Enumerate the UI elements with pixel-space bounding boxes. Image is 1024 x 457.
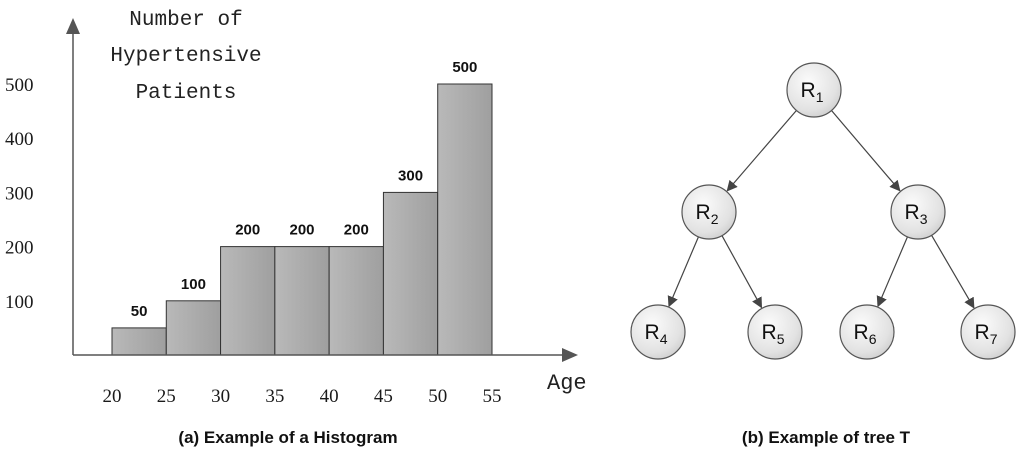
- tree-node-label: R3: [905, 201, 928, 227]
- tree-edge-arrow: [726, 110, 797, 192]
- y-tick-label: 200: [5, 238, 34, 259]
- tree-node-circle: [890, 184, 946, 240]
- tree-node: R2: [681, 184, 737, 240]
- x-axis-title: Age: [547, 371, 587, 396]
- tree-node-circle: [786, 62, 842, 118]
- bar-value-label: 500: [452, 59, 477, 76]
- tree-node-label: R2: [696, 201, 719, 227]
- tree-node: R7: [960, 304, 1016, 360]
- tree-edge-arrow: [667, 236, 699, 308]
- x-tick-label: 20: [103, 386, 122, 407]
- tree-edge-arrow: [876, 236, 908, 308]
- tree-node-circle: [960, 304, 1016, 360]
- tree-node-circle: [839, 304, 895, 360]
- x-tick-labels: 20 25 30 35 40 45 50 55: [103, 386, 502, 407]
- x-tick-label: 50: [428, 386, 447, 407]
- tree-node: R1: [786, 62, 842, 118]
- tree-node-label: R4: [645, 321, 668, 347]
- y-axis-title-line-3: Patients: [136, 82, 237, 105]
- x-tick-label: 25: [157, 386, 176, 407]
- histogram-bar: [382, 191, 439, 356]
- histogram-bar: [274, 246, 330, 356]
- y-tick-label: 100: [5, 292, 34, 313]
- x-axis-arrow-icon: [562, 348, 578, 362]
- tree-diagram: R1 R2 R3 R4 R5 R6 R7 (b) Example of tree T: [630, 62, 1016, 447]
- bar-value-labels: 50 100 200 200 200 300 500: [131, 59, 478, 320]
- x-tick-label: 45: [374, 386, 393, 407]
- histogram-bar: [437, 83, 493, 356]
- y-axis-title-line-2: Hypertensive: [110, 45, 261, 68]
- histogram-caption: (a) Example of a Histogram: [178, 428, 397, 447]
- bar-value-label: 200: [344, 222, 369, 239]
- tree-node-label: R6: [854, 321, 877, 347]
- tree-node: R4: [630, 304, 686, 360]
- tree-caption: (b) Example of tree T: [742, 428, 911, 447]
- bar-value-label: 100: [181, 276, 206, 293]
- histogram-bar: [328, 246, 384, 356]
- tree-node-circle: [747, 304, 803, 360]
- bar-value-label: 300: [398, 167, 423, 184]
- y-tick-label: 500: [5, 75, 34, 96]
- tree-edges: [667, 110, 975, 309]
- histogram-bar: [165, 300, 222, 356]
- x-tick-label: 40: [320, 386, 339, 407]
- x-tick-label: 55: [483, 386, 502, 407]
- y-tick-label: 400: [5, 129, 34, 150]
- bar-value-label: 200: [289, 222, 314, 239]
- histogram-bar: [111, 327, 167, 356]
- x-tick-label: 30: [211, 386, 230, 407]
- y-tick-labels: 100 200 300 400 500: [5, 75, 34, 313]
- tree-node: R6: [839, 304, 895, 360]
- bar-value-label: 200: [235, 222, 260, 239]
- tree-node-circle: [630, 304, 686, 360]
- tree-node-label: R1: [801, 79, 824, 105]
- tree-nodes: R1 R2 R3 R4 R5 R6 R7: [630, 62, 1016, 360]
- tree-node: R3: [890, 184, 946, 240]
- tree-node-label: R7: [975, 321, 998, 347]
- tree-node-circle: [681, 184, 737, 240]
- tree-node-label: R5: [762, 321, 785, 347]
- y-axis-title-line-1: Number of: [129, 9, 242, 32]
- tree-edge-arrow: [931, 235, 975, 309]
- bar-group: [111, 83, 493, 356]
- tree-edge-arrow: [831, 110, 901, 192]
- bar-value-label: 50: [131, 303, 148, 320]
- y-axis-arrow-icon: [66, 18, 80, 34]
- tree-edge-arrow: [721, 235, 763, 309]
- histogram-bar: [220, 246, 276, 356]
- y-tick-label: 300: [5, 183, 34, 204]
- tree-node: R5: [747, 304, 803, 360]
- x-tick-label: 35: [265, 386, 284, 407]
